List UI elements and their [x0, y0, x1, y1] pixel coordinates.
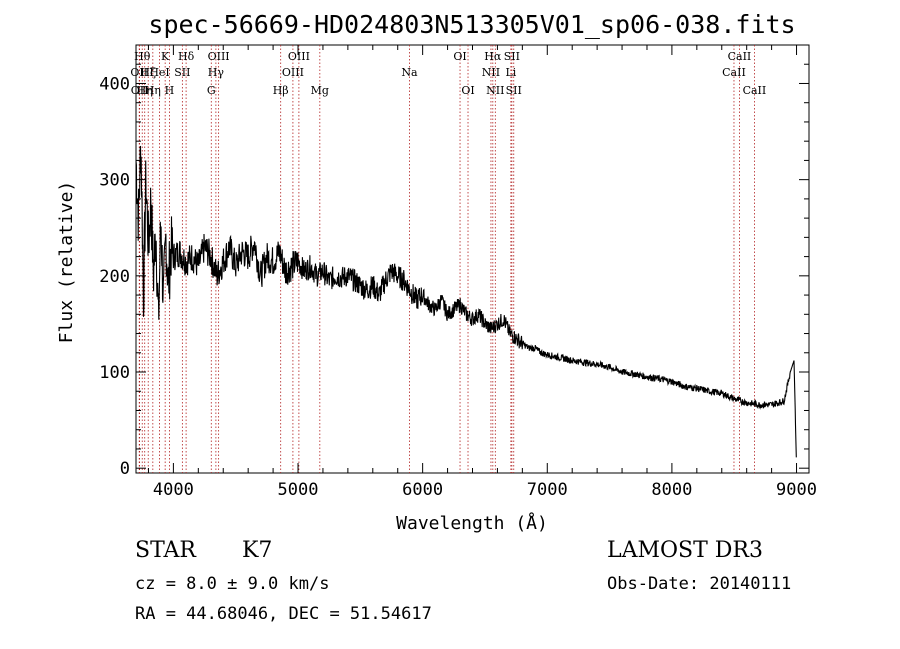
x-tick-label-8000: 8000 — [651, 480, 692, 500]
line-marker-label-19: OI — [453, 50, 466, 63]
line-marker-label-28: CaII — [728, 50, 752, 63]
observation-date: Obs-Date: 20140111 — [607, 574, 792, 594]
line-marker-labels: OII OII Hθ Hη Hζ Hη HeI K H SII Hδ G Hγ OIII Hβ OIII OII… — [130, 50, 766, 97]
y-tick-label-100: 100 — [99, 363, 130, 383]
line-marker-label-7: K — [161, 50, 170, 63]
x-tick-label-9000: 9000 — [776, 480, 817, 500]
x-axis-label: Wavelength (Å) — [396, 512, 548, 534]
y-axis: 0 100 200 300 400 — [99, 63, 809, 479]
line-marker-label-26: SII — [506, 84, 522, 97]
line-marker-label-4: Hζ — [140, 66, 156, 79]
line-markers — [138, 45, 755, 473]
line-marker-label-25: SII — [504, 50, 520, 63]
line-marker-label-1: OII — [131, 84, 149, 97]
line-marker-label-8: H — [165, 84, 175, 97]
chart-title: spec-56669-HD024803N513305V01_sp06-038.f… — [148, 10, 795, 39]
line-marker-label-2: Hθ — [134, 50, 151, 63]
line-marker-label-0: OII — [130, 66, 148, 79]
y-tick-label-400: 400 — [99, 74, 130, 94]
x-tick-label-5000: 5000 — [278, 480, 319, 500]
y-tick-label-0: 0 — [120, 459, 130, 479]
line-marker-label-10: Hδ — [178, 50, 195, 63]
line-marker-label-24: Li — [505, 66, 516, 79]
y-axis-label: Flux (relative) — [56, 181, 77, 344]
y-tick-label-300: 300 — [99, 171, 130, 191]
line-marker-label-12: Hγ — [208, 66, 225, 79]
y-tick-label-200: 200 — [99, 267, 130, 287]
line-marker-label-18: Na — [401, 66, 418, 79]
coordinates: RA = 44.68046, DEC = 51.54617 — [135, 604, 432, 624]
line-marker-label-5: Hη — [145, 84, 161, 97]
line-marker-label-29: CaII — [743, 84, 767, 97]
x-axis: 4000 5000 6000 7000 8000 9000 — [147, 45, 817, 500]
object-subclass: K7 — [242, 538, 273, 563]
object-class: STAR — [135, 538, 196, 563]
line-marker-label-23: NII — [486, 84, 504, 97]
line-marker-label-9: SII — [174, 66, 190, 79]
line-marker-label-16: OIII — [288, 50, 310, 63]
line-marker-label-27: CaII — [722, 66, 746, 79]
line-marker-label-11: G — [207, 84, 216, 97]
line-marker-label-20: OI — [461, 84, 474, 97]
line-marker-label-21: NII — [482, 66, 500, 79]
spectrum-line — [135, 145, 797, 458]
x-tick-label-4000: 4000 — [153, 480, 194, 500]
x-tick-label-7000: 7000 — [527, 480, 568, 500]
line-marker-label-17: Mg — [311, 84, 329, 97]
x-tick-label-6000: 6000 — [402, 480, 443, 500]
line-marker-label-15: OIII — [282, 66, 304, 79]
line-marker-label-22: Hα — [484, 50, 502, 63]
redshift-cz: cz = 8.0 ± 9.0 km/s — [135, 574, 330, 594]
survey-name: LAMOST DR3 — [607, 538, 763, 563]
line-marker-label-14: Hβ — [273, 84, 289, 97]
line-marker-label-6: HeI — [149, 66, 169, 79]
line-marker-label-13: OIII — [208, 50, 230, 63]
line-marker-label-3: Hη — [137, 84, 153, 97]
